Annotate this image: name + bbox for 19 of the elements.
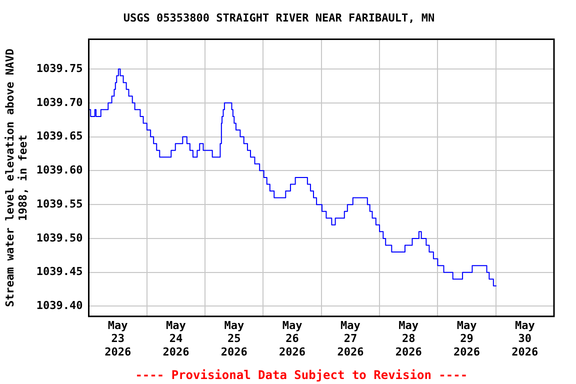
y-tick-label: 1039.40 (36, 299, 83, 312)
y-tick-label: 1039.75 (36, 62, 83, 75)
text: ---- Provisional Data Subject to Revision ---- (135, 368, 468, 382)
x-tick-label: May 23 2026 (104, 318, 132, 358)
chart-title: USGS 05353800 STRAIGHT RIVER NEAR FARIBAULT, MN (123, 11, 435, 24)
x-tick-label: May 29 2026 (454, 318, 480, 358)
x-tick-label: May 30 2026 (512, 318, 539, 358)
y-tick-label: 1039.65 (36, 130, 83, 143)
y-tick-label: 1039.70 (36, 96, 83, 109)
y-tick-label: 1039.50 (36, 231, 83, 244)
x-tick-label: May 25 2026 (220, 318, 248, 358)
y-axis-title: Stream water level elevation above NAVD 1988, in feet (3, 48, 30, 307)
y-tick-label: 1039.45 (36, 265, 83, 278)
x-tick-label: May 28 2026 (395, 318, 422, 358)
x-tick-label: May 26 2026 (279, 318, 306, 358)
y-tick-label: 1039.55 (36, 197, 83, 210)
x-tick-label: May 27 2026 (337, 318, 364, 358)
y-tick-label: 1039.60 (36, 164, 83, 177)
x-tick-label: May 24 2026 (162, 318, 190, 358)
